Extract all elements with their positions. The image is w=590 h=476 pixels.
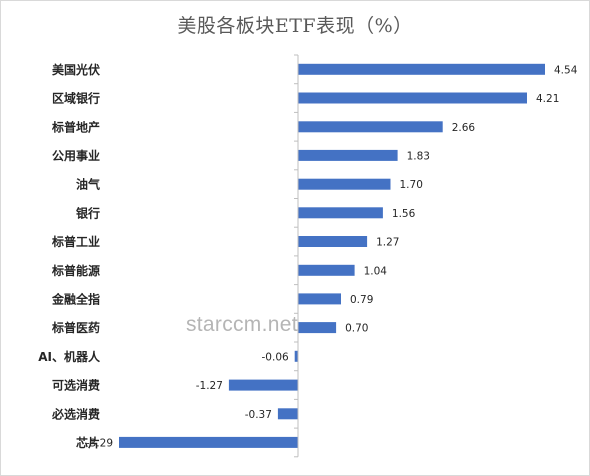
- category-label: AI、机器人: [38, 349, 101, 364]
- category-label: 标普能源: [51, 263, 100, 278]
- bar-5: [298, 178, 391, 190]
- chart-title: 美股各板块ETF表现（%）: [177, 15, 413, 37]
- category-label: 银行: [76, 205, 100, 220]
- bar-1: [298, 63, 545, 75]
- bar-3: [298, 121, 443, 133]
- value-label: -0.06: [262, 351, 289, 363]
- bars-group: [119, 63, 545, 448]
- value-label: -1.27: [196, 380, 223, 392]
- bar-14: [119, 436, 298, 448]
- category-label: 油气: [76, 177, 100, 192]
- category-label: 可选消费: [52, 378, 100, 393]
- value-label: 1.83: [407, 150, 430, 162]
- category-label: 芯片: [76, 435, 100, 450]
- bar-6: [298, 207, 383, 219]
- bar-7: [298, 236, 368, 247]
- category-label: 标普地产: [51, 119, 100, 134]
- category-label: 标普工业: [51, 234, 100, 249]
- category-label: 标普医药: [51, 320, 100, 335]
- value-label: -3.29: [86, 437, 113, 449]
- value-label: 0.70: [345, 323, 368, 335]
- value-label: 1.56: [392, 208, 416, 220]
- bar-9: [298, 293, 341, 305]
- axis-group: [294, 54, 299, 458]
- value-label: 1.70: [400, 179, 423, 191]
- bar-8: [298, 264, 355, 276]
- watermark: starccm.net: [186, 313, 298, 336]
- category-label: 区域银行: [52, 91, 100, 106]
- bar-2: [298, 92, 527, 104]
- value-label: -0.37: [245, 409, 272, 421]
- category-label: 金融全指: [51, 291, 100, 306]
- value-label: 0.79: [350, 294, 373, 306]
- value-label: 4.54: [554, 64, 578, 76]
- category-label: 必选消费: [51, 406, 100, 421]
- bar-11: [294, 350, 298, 362]
- category-label: 公用事业: [52, 148, 100, 163]
- bar-13: [277, 408, 298, 420]
- value-label: 2.66: [452, 122, 476, 134]
- value-label: 1.27: [376, 237, 399, 249]
- category-label: 美国光伏: [52, 62, 100, 77]
- bar-10: [298, 322, 337, 334]
- value-label: 4.21: [536, 93, 559, 105]
- bar-12: [228, 379, 298, 391]
- bar-4: [298, 149, 398, 161]
- value-label: 1.04: [364, 265, 388, 277]
- labels-group: 美国光伏 4.54 区域银行 4.21 标普地产 2.66 公用事业 1.83 油气 1.70 银行…: [38, 62, 577, 450]
